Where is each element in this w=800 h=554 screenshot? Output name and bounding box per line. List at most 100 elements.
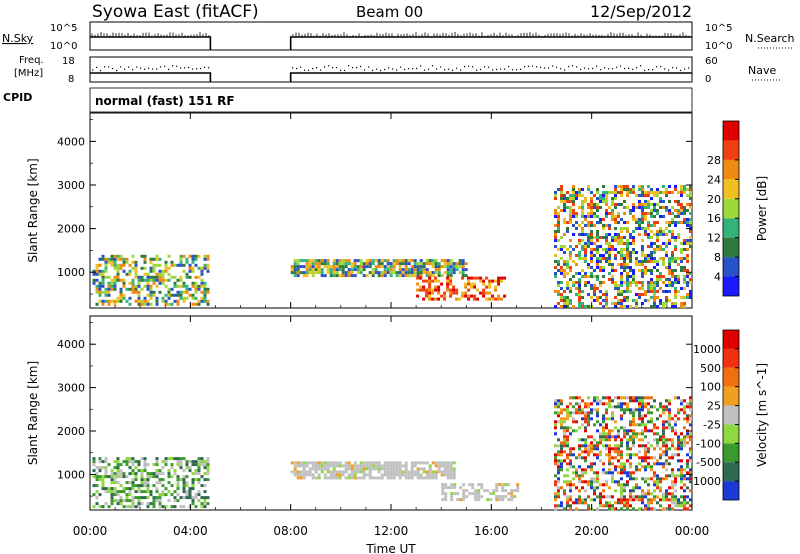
echo-cell [146, 284, 150, 288]
echo-cell [314, 265, 318, 269]
echo-cell [566, 197, 569, 200]
echo-cell [485, 276, 489, 280]
echo-cell [377, 274, 381, 278]
echo-cell [650, 444, 653, 448]
echo-cell [671, 191, 674, 194]
echo-cell [617, 483, 620, 487]
echo-cell [296, 464, 300, 468]
echo-cell [182, 296, 186, 300]
echo-cell [662, 432, 665, 436]
echo-cell [501, 498, 505, 502]
echo-cell [431, 262, 435, 266]
echo-cell [134, 287, 138, 291]
echo-cell [680, 257, 683, 260]
echo-cell [635, 305, 638, 308]
echo-cell [605, 495, 608, 499]
echo-cell [680, 194, 683, 197]
echo-cell [185, 290, 189, 294]
echo-cell [668, 486, 671, 490]
echo-cell [158, 472, 162, 476]
echo-cell [441, 486, 445, 490]
echo-cell [635, 284, 638, 287]
echo-cell [665, 254, 668, 257]
echo-cell [662, 263, 665, 266]
echo-cell [614, 444, 617, 448]
echo-cell [575, 429, 578, 433]
echo-cell [323, 461, 327, 465]
echo-cell [614, 254, 617, 257]
nave-point [516, 69, 518, 71]
echo-cell [623, 200, 626, 203]
echo-cell [296, 476, 300, 480]
echo-cell [158, 275, 162, 279]
echo-cell [170, 463, 174, 467]
echo-cell [197, 254, 201, 258]
echo-cell [353, 464, 357, 468]
echo-cell [638, 281, 641, 284]
cpid-panel-frame [89, 87, 693, 113]
echo-cell [668, 498, 671, 502]
echo-cell [578, 284, 581, 287]
echo-cell [203, 296, 207, 300]
echo-cell [578, 287, 581, 290]
echo-cell [131, 278, 135, 282]
echo-cell [554, 444, 557, 448]
echo-cell [140, 496, 144, 500]
echo-cell [452, 285, 456, 289]
echo-cell [623, 221, 626, 224]
echo-cell [605, 471, 608, 475]
echo-cell [308, 467, 312, 471]
echo-cell [581, 480, 584, 484]
echo-cell [650, 456, 653, 460]
echo-cell [464, 262, 468, 266]
echo-cell [182, 490, 186, 494]
echo-cell [158, 481, 162, 485]
echo-cell [662, 441, 665, 445]
echo-cell [431, 291, 435, 295]
echo-cell [638, 260, 641, 263]
echo-cell [374, 259, 378, 263]
echo-cell [614, 456, 617, 460]
echo-cell [98, 257, 102, 261]
echo-cell [659, 248, 662, 251]
echo-cell [629, 233, 632, 236]
echo-cell [560, 447, 563, 451]
echo-cell [410, 268, 414, 272]
echo-cell [353, 268, 357, 272]
echo-cell [572, 483, 575, 487]
echo-cell [386, 476, 390, 480]
echo-cell [164, 460, 168, 464]
freq-panel-frame [89, 56, 693, 83]
echo-cell [444, 483, 448, 487]
echo-cell [500, 276, 504, 280]
echo-cell [650, 257, 653, 260]
echo-cell [146, 484, 150, 488]
echo-cell [659, 275, 662, 278]
echo-cell [644, 453, 647, 457]
echo-cell [308, 271, 312, 275]
echo-cell [656, 284, 659, 287]
echo-cell [116, 296, 120, 300]
echo-cell [203, 254, 207, 258]
echo-cell [179, 466, 183, 470]
echo-cell [683, 495, 686, 499]
echo-cell [578, 305, 581, 308]
nave-point [580, 68, 582, 71]
echo-cell [602, 468, 605, 472]
echo-cell [359, 464, 363, 468]
echo-cell [293, 464, 297, 468]
echo-cell [395, 473, 399, 477]
echo-cell [614, 302, 617, 305]
echo-cell [587, 188, 590, 191]
echo-cell [668, 290, 671, 293]
echo-cell [113, 478, 117, 482]
nave-tick-high: 60 [705, 56, 718, 67]
echo-cell [608, 435, 611, 439]
echo-cell [659, 480, 662, 484]
echo-cell [683, 269, 686, 272]
echo-cell [299, 473, 303, 477]
echo-cell [632, 203, 635, 206]
echo-cell [659, 489, 662, 493]
echo-cell [446, 271, 450, 275]
echo-cell [653, 242, 656, 245]
